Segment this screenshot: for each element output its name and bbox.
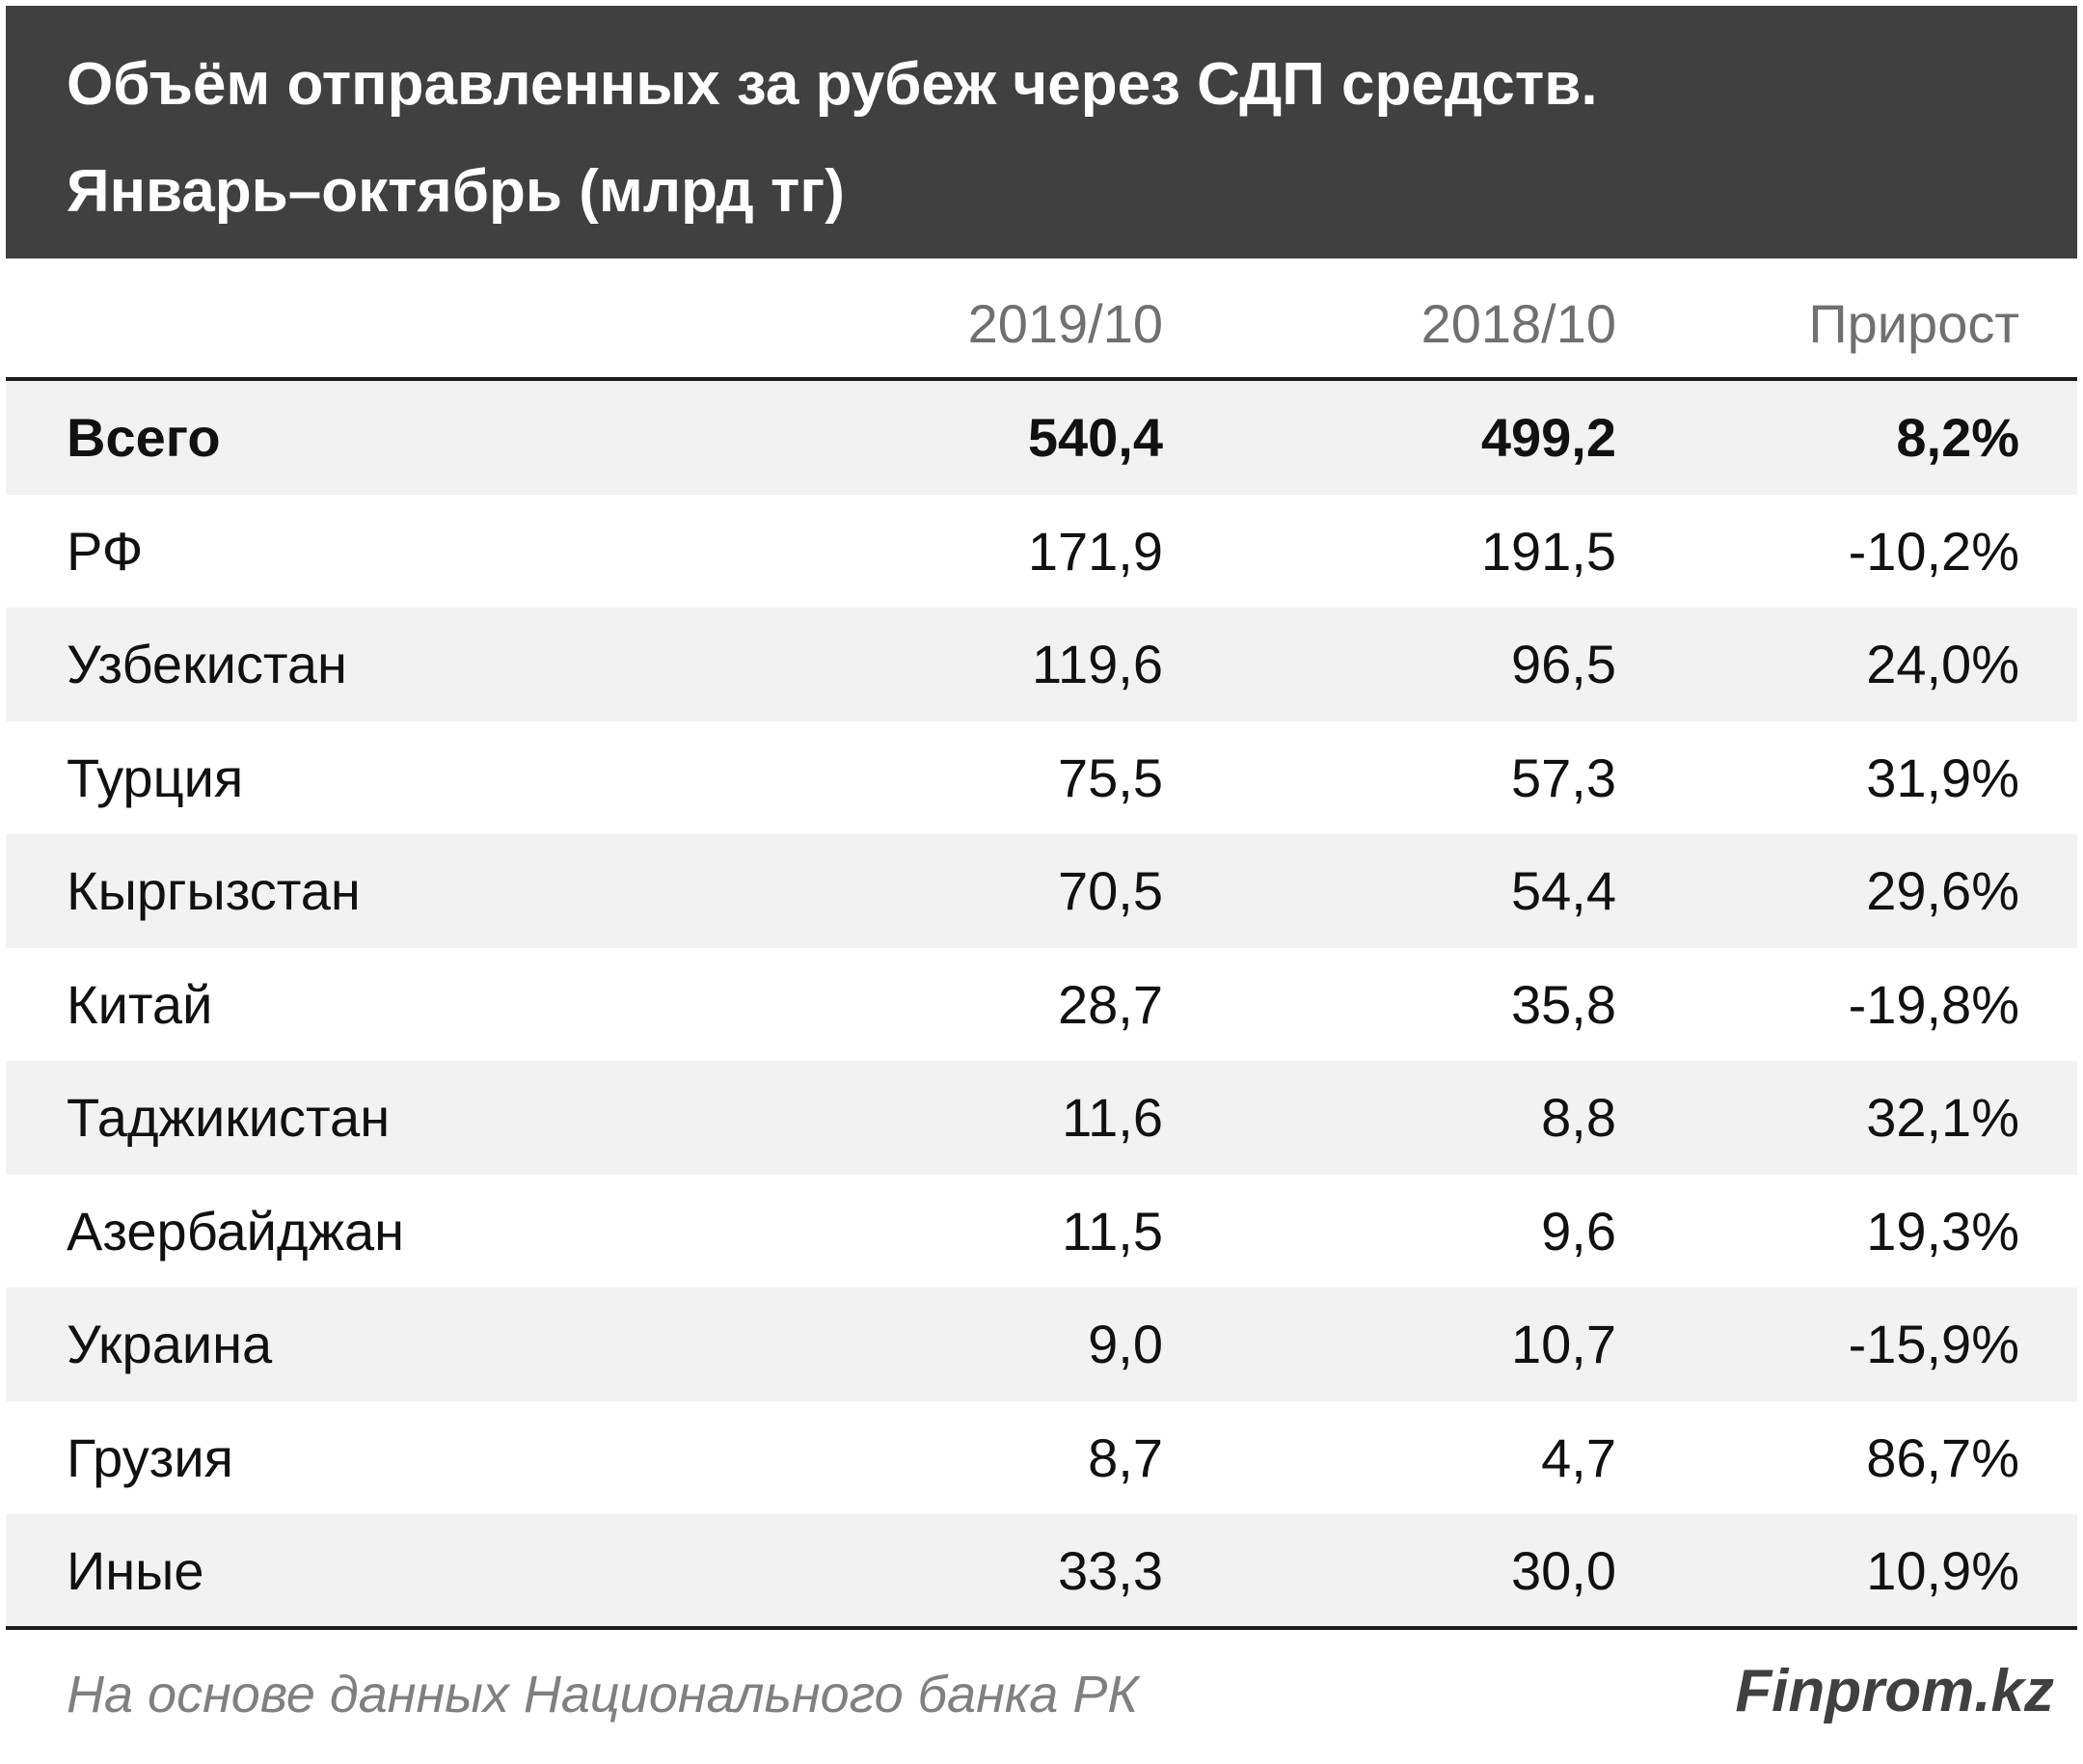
cell-value-2018: 30,0 [1511,1540,1616,1601]
cell-growth: -10,2% [1848,520,2019,582]
title-line-1: Объём отправленных за рубеж через СДП ср… [67,51,1598,118]
table-row: Азербайджан 11,5 9,6 19,3% [6,1175,2077,1289]
row-label: Таджикистан [67,1087,391,1148]
cell-value-2018: 96,5 [1511,634,1616,694]
row-label: Украина [67,1314,273,1374]
cell-value-2018: 499,2 [1480,407,1616,468]
bottom-divider [6,1626,2077,1630]
cell-value-2019: 8,7 [1088,1426,1163,1488]
cell-value-2018: 54,4 [1511,860,1616,921]
source-note: На основе данных Национального банка РК [67,1666,1139,1723]
cell-value-2019: 28,7 [1058,973,1163,1035]
row-label: Азербайджан [67,1200,405,1262]
table-row: Узбекистан 119,6 96,5 24,0% [6,608,2077,721]
cell-growth: 24,0% [1866,634,2019,694]
row-label: Грузия [67,1426,233,1488]
row-label: Китай [67,973,213,1035]
cell-value-2019: 171,9 [1027,520,1163,582]
cell-growth: 31,9% [1866,746,2019,808]
table-row: Иные 33,3 30,0 10,9% [6,1514,2077,1628]
cell-value-2019: 119,6 [1032,634,1163,694]
cell-growth: 86,7% [1866,1426,2019,1488]
title-bar: Объём отправленных за рубеж через СДП ср… [6,6,2077,258]
table-body: Всего 540,4 499,2 8,2% РФ 171,9 191,5 -10,2% Узб… [6,381,2077,1628]
cell-value-2019: 540,4 [1027,407,1163,468]
column-header-2018: 2018/10 [1420,293,1616,354]
table-header: 2019/10 2018/10 Прирост [6,258,2077,380]
cell-growth: 32,1% [1866,1087,2019,1148]
row-label: Турция [67,746,244,808]
cell-value-2018: 4,7 [1541,1426,1616,1488]
cell-value-2018: 35,8 [1511,973,1616,1035]
title-line-2: Январь–октябрь (млрд тг) [67,158,845,225]
cell-value-2018: 9,6 [1541,1200,1616,1262]
table-row: Грузия 8,7 4,7 86,7% [6,1401,2077,1515]
cell-growth: 19,3% [1866,1200,2019,1262]
table-row: Таджикистан 11,6 8,8 32,1% [6,1061,2077,1175]
cell-value-2018: 10,7 [1511,1314,1616,1374]
row-label: Кыргызстан [67,860,361,921]
cell-value-2019: 33,3 [1058,1540,1163,1601]
table-row: Турция 75,5 57,3 31,9% [6,721,2077,835]
cell-value-2019: 11,6 [1062,1087,1163,1148]
cell-value-2019: 9,0 [1088,1314,1163,1374]
row-label: Иные [67,1540,204,1601]
cell-value-2018: 8,8 [1541,1087,1616,1148]
row-label: Всего [67,407,221,468]
row-label: Узбекистан [67,634,347,694]
table-row: Всего 540,4 499,2 8,2% [6,381,2077,495]
brand-logo: Finprom.kz [1735,1658,2054,1724]
table-row: РФ 171,9 191,5 -10,2% [6,495,2077,609]
cell-value-2018: 57,3 [1511,746,1616,808]
cell-value-2019: 75,5 [1058,746,1163,808]
table-row: Украина 9,0 10,7 -15,9% [6,1288,2077,1401]
cell-growth: 8,2% [1896,407,2019,468]
cell-value-2019: 11,5 [1062,1200,1163,1262]
column-header-2019: 2019/10 [967,293,1163,354]
table-figure: Объём отправленных за рубеж через СДП ср… [6,6,2077,1758]
table-row: Китай 28,7 35,8 -19,8% [6,948,2077,1062]
cell-growth: 10,9% [1866,1540,2019,1601]
cell-value-2018: 191,5 [1480,520,1616,582]
cell-growth: -15,9% [1848,1314,2019,1374]
cell-growth: -19,8% [1848,973,2019,1035]
table-row: Кыргызстан 70,5 54,4 29,6% [6,834,2077,948]
header-divider [6,377,2077,381]
cell-value-2019: 70,5 [1058,860,1163,921]
cell-growth: 29,6% [1866,860,2019,921]
column-header-growth: Прирост [1808,293,2019,354]
row-label: РФ [67,520,144,582]
